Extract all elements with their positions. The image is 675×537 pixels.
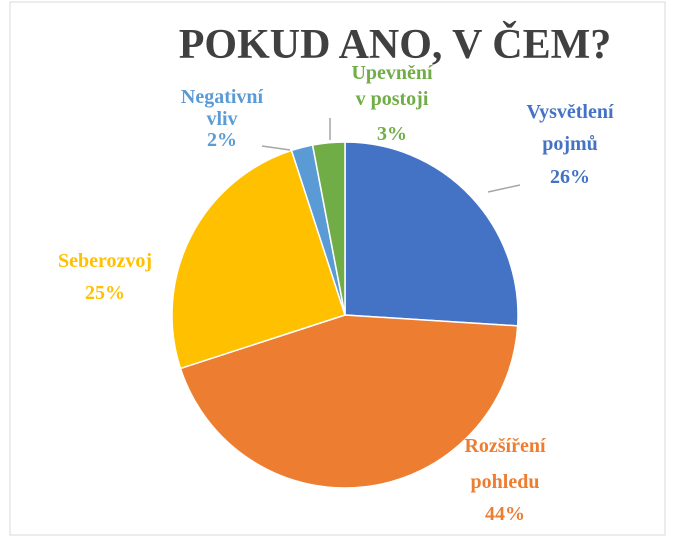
leader-line xyxy=(487,184,521,193)
value-label: 25% xyxy=(85,282,125,304)
value-label: 2% xyxy=(207,129,237,151)
leader-line xyxy=(261,145,291,151)
category-label: Rozšíření pohledu xyxy=(464,435,546,493)
pie-slice xyxy=(311,141,346,316)
pie-slice xyxy=(171,149,346,370)
pie-slice xyxy=(344,141,519,327)
pie-slice xyxy=(179,314,519,489)
value-label: 3% xyxy=(377,123,407,145)
category-label: Seberozvoj xyxy=(58,250,152,272)
category-label: Vysvětlení pojmů xyxy=(526,101,613,155)
value-label: 44% xyxy=(485,503,525,525)
value-label: 26% xyxy=(550,166,590,188)
category-label: Upevnění v postoji xyxy=(351,62,433,110)
category-label: Negativní vliv xyxy=(181,86,264,130)
chart-title: POKUD ANO, V ČEM? xyxy=(179,20,611,68)
